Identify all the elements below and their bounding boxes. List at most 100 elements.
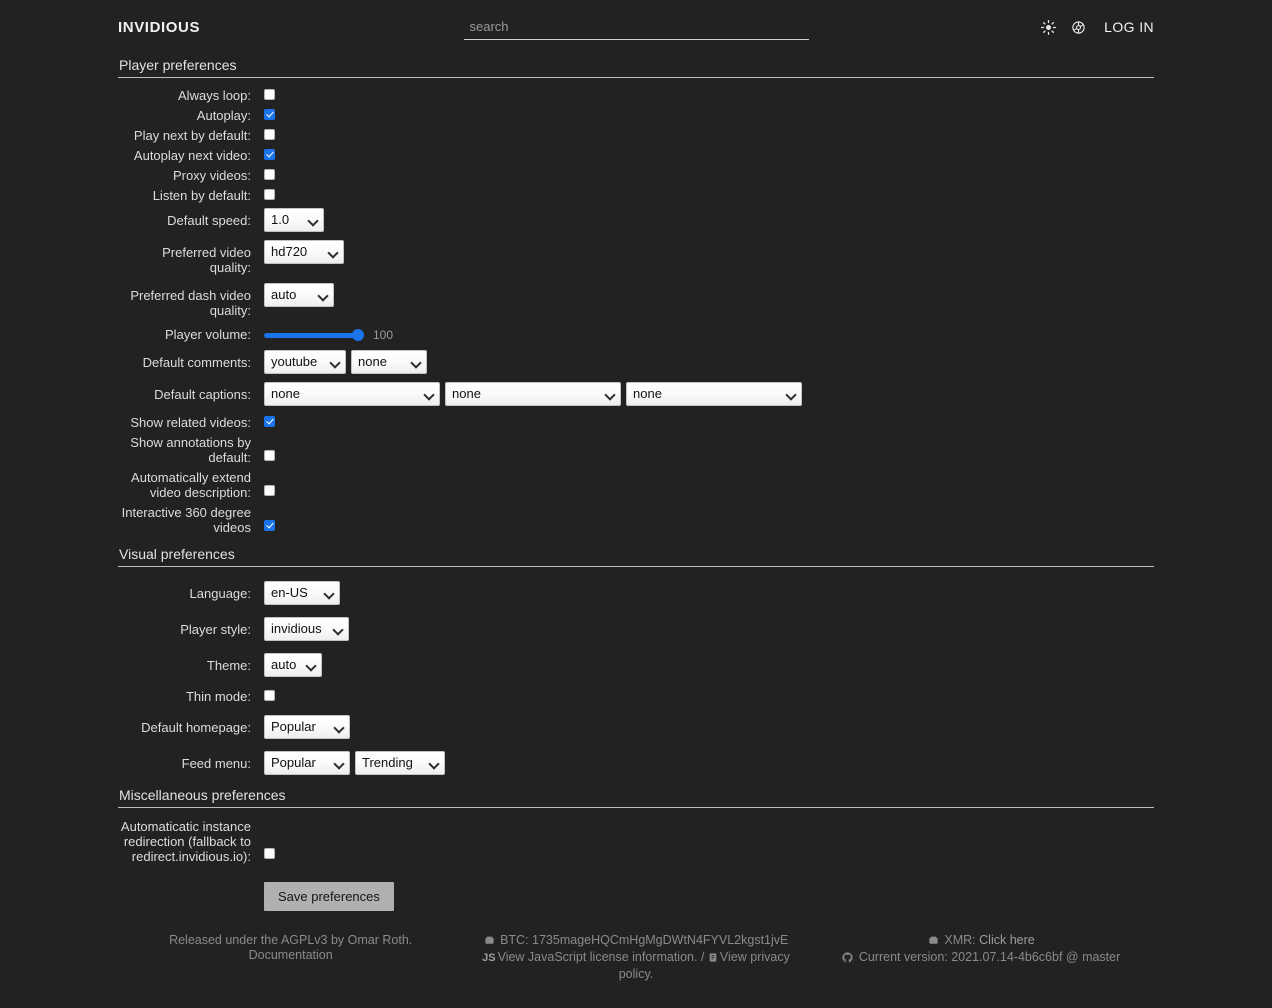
navbar-right: LOG IN [809,19,1154,36]
checkbox-auto-extend-description[interactable] [264,485,275,496]
visual-preferences-rows: Language: en-US Player style: invidious [118,567,1154,775]
label-play-next-by-default: Play next by default: [133,128,251,143]
label-preferred-dash-video-quality: Preferred dash video quality: [130,288,251,318]
footer-col-donate: BTC: 1735mageHQCmHgMgDWtN4FYVL2kgst1jvE … [463,933,808,982]
pref-row-default-homepage: Default homepage: Popular [118,715,1154,739]
label-proxy-videos: Proxy videos: [172,168,251,183]
footer-js-license-link[interactable]: View JavaScript license information. [497,950,698,964]
login-link[interactable]: LOG IN [1104,19,1154,35]
pref-row-preferred-dash-video-quality: Preferred dash video quality: auto [118,283,1154,318]
checkbox-instance-redirection[interactable] [264,848,275,859]
pref-row-preferred-video-quality: Preferred video quality: hd720 [118,240,1154,275]
checkbox-proxy-videos[interactable] [264,169,275,180]
checkbox-play-next-by-default[interactable] [264,129,275,140]
pref-row-proxy-videos: Proxy videos: [118,168,1154,183]
footer-separator: / [700,950,705,964]
monero-icon [928,935,939,950]
select-default-comments-2[interactable]: none [351,350,427,374]
label-default-captions: Default captions: [154,387,251,402]
chevron-down-icon-captions-2: none [445,382,621,406]
pref-row-autoplay-next-video: Autoplay next video: [118,148,1154,163]
pref-row-auto-extend-description: Automatically extend video description: [118,470,1154,500]
select-default-captions-1[interactable]: none [264,382,440,406]
slider-player-volume[interactable] [264,332,364,338]
javascript-badge-icon: JS [482,952,496,964]
pref-row-thin-mode: Thin mode: [118,689,1154,704]
select-default-homepage[interactable]: Popular [264,715,350,739]
footer-version-link[interactable]: Current version: 2021.07.14-4b6c6bf @ ma… [858,950,1121,964]
pref-row-feed-menu: Feed menu: Popular Trending [118,751,1154,775]
search-input[interactable] [463,14,809,40]
select-feed-menu-2[interactable]: Trending [355,751,445,775]
chevron-down-icon-theme: auto [264,653,322,677]
chevron-down-icon-comments-2: none [351,350,427,374]
top-navbar: INVIDIOUS [0,0,1272,54]
footer-btc-link[interactable]: BTC: 1735mageHQCmHgMgDWtN4FYVL2kgst1jvE [500,933,789,947]
select-player-style[interactable]: invidious [264,617,349,641]
pref-row-default-speed: Default speed: 1.0 [118,208,1154,232]
brand-logo[interactable]: INVIDIOUS [118,18,201,36]
chevron-down-icon-default-speed: 1.0 [264,208,324,232]
label-feed-menu: Feed menu: [181,756,251,771]
select-language[interactable]: en-US [264,581,340,605]
label-interactive-360: Interactive 360 degree videos [121,505,251,535]
section-title-misc: Miscellaneous preferences [118,787,1154,808]
checkbox-autoplay[interactable] [264,109,275,120]
sun-icon[interactable] [1040,19,1057,36]
label-default-comments: Default comments: [142,355,251,370]
preferences-page: Player preferences Always loop: Autoplay… [0,57,1272,911]
chevron-down-icon-dash-quality: auto [264,283,334,307]
checkbox-listen-by-default[interactable] [264,189,275,200]
footer-xmr-link[interactable]: Click here [979,933,1035,947]
pref-row-interactive-360: Interactive 360 degree videos [118,505,1154,535]
checkbox-show-annotations[interactable] [264,450,275,461]
volume-slider-wrap: 100 [264,326,393,342]
label-always-loop: Always loop: [178,88,251,103]
misc-preferences-rows: Automaticatic instance redirection (fall… [118,808,1154,911]
chevron-down-icon-captions-1: none [264,382,440,406]
footer-documentation-link[interactable]: Documentation [248,948,333,962]
navbar-center [463,14,809,40]
pref-row-play-next-by-default: Play next by default: [118,128,1154,143]
footer-privacy-policy-link[interactable]: View privacy policy. [618,950,790,981]
chevron-down-icon-default-homepage: Popular [264,715,350,739]
label-player-style: Player style: [180,622,251,637]
select-preferred-video-quality[interactable]: hd720 [264,240,344,264]
pref-row-default-captions: Default captions: none none none [118,382,1154,406]
select-preferred-dash-video-quality[interactable]: auto [264,283,334,307]
checkbox-always-loop[interactable] [264,89,275,100]
pref-row-autoplay: Autoplay: [118,108,1154,123]
select-feed-menu-1[interactable]: Popular [264,751,350,775]
search-form [463,14,809,40]
checkbox-autoplay-next-video[interactable] [264,149,275,160]
select-theme[interactable]: auto [264,653,322,677]
checkbox-interactive-360[interactable] [264,520,275,531]
gear-icon[interactable] [1070,19,1087,36]
pref-row-player-style: Player style: invidious [118,617,1154,641]
section-title-player: Player preferences [118,57,1154,78]
chevron-down-icon-video-quality: hd720 [264,240,344,264]
checkbox-thin-mode[interactable] [264,690,275,701]
save-preferences-button[interactable]: Save preferences [264,882,394,911]
footer-xmr-label: XMR: [944,933,976,947]
label-language: Language: [189,586,251,601]
page-footer: Released under the AGPLv3 by Omar Roth. … [0,933,1272,982]
pref-row-default-comments: Default comments: youtube none [118,350,1154,374]
select-default-captions-2[interactable]: none [445,382,621,406]
label-default-speed: Default speed: [167,213,251,228]
document-icon [708,952,718,967]
pref-row-instance-redirection: Automaticatic instance redirection (fall… [118,819,1154,864]
select-default-speed[interactable]: 1.0 [264,208,324,232]
label-theme: Theme: [206,658,251,673]
checkbox-show-related-videos[interactable] [264,416,275,427]
label-instance-redirection: Automaticatic instance redirection (fall… [120,819,251,864]
select-default-captions-3[interactable]: none [626,382,802,406]
chevron-down-icon-captions-3: none [626,382,802,406]
label-show-related-videos: Show related videos: [130,415,251,430]
pref-row-theme: Theme: auto [118,653,1154,677]
chevron-down-icon-feed-1: Popular [264,751,350,775]
section-title-visual: Visual preferences [118,546,1154,567]
select-default-comments-1[interactable]: youtube [264,350,346,374]
label-auto-extend-description: Automatically extend video description: [131,470,251,500]
navbar-left: INVIDIOUS [118,19,463,36]
